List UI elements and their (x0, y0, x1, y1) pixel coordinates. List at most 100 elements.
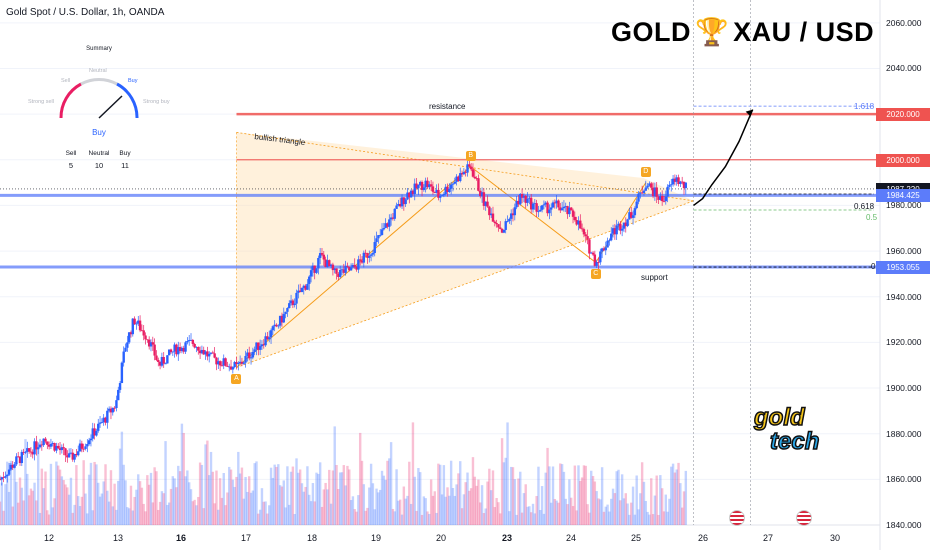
volume-bar (149, 472, 153, 525)
candle-body (317, 257, 320, 269)
volume-bar (388, 458, 391, 525)
candle-body (659, 196, 662, 200)
price-tag-support: 1984.425 (876, 189, 930, 203)
candle-body (51, 443, 54, 444)
volume-bar (233, 486, 236, 525)
volume-bar (488, 468, 491, 525)
price-tag-resistance: 2000.000 (876, 153, 930, 167)
fib-level-label: 1.618 (854, 102, 875, 111)
volume-bar (107, 501, 111, 525)
volume-bar (473, 476, 476, 525)
candle-body (248, 352, 251, 359)
candle-body (635, 201, 638, 209)
candle-body (380, 229, 384, 235)
volume-bar (508, 511, 511, 525)
candle-body (455, 176, 458, 182)
volume-bar (258, 509, 262, 525)
candle-body (349, 267, 353, 271)
volume-bar (164, 441, 167, 525)
volume-bar (633, 514, 637, 525)
candle-body (391, 217, 395, 219)
candle-body (493, 221, 497, 223)
volume-bar (49, 463, 53, 525)
volume-bar (257, 513, 260, 525)
volume-bar (622, 498, 626, 525)
candle-body (584, 234, 587, 237)
candle-body (67, 453, 71, 458)
candle-body (220, 365, 224, 367)
volume-bar (382, 475, 386, 525)
volume-bar (570, 497, 573, 525)
volume-bar (97, 482, 100, 525)
candle-body (642, 190, 646, 194)
volume-bar (604, 506, 607, 525)
candle-body (69, 452, 73, 454)
technical-summary-widget[interactable]: Summary Neutral Sell Buy Strong sell Str… (26, 42, 172, 174)
date-axis-label: 13 (112, 533, 124, 543)
projection-arrowhead (745, 109, 753, 117)
candle-body (369, 254, 373, 256)
candle-body (115, 400, 118, 409)
candle-body (9, 464, 13, 470)
candle-body (195, 347, 198, 348)
candle-body (344, 266, 347, 273)
volume-bar (422, 496, 426, 525)
volume-bar (189, 489, 193, 525)
candle-body (633, 208, 637, 216)
volume-bar (60, 476, 64, 525)
volume-bar (664, 494, 667, 525)
volume-bar (566, 504, 569, 525)
candle-body (502, 229, 506, 233)
candle-body (431, 186, 435, 192)
candle-body (533, 203, 537, 204)
candle-body (182, 347, 185, 352)
volume-bar (502, 462, 506, 525)
candle-body (588, 239, 591, 254)
candle-body (271, 326, 275, 331)
candle-body (482, 192, 486, 206)
candle-body (408, 192, 411, 198)
volume-bar (244, 476, 247, 525)
candle-body (95, 430, 98, 436)
candle-body (439, 195, 442, 198)
volume-bar (440, 494, 444, 525)
volume-bar (348, 469, 351, 525)
volume-bar (228, 466, 231, 525)
candle-body (495, 222, 498, 225)
volume-bar (240, 467, 244, 525)
volume-bar (340, 472, 344, 525)
volume-bar (475, 485, 478, 525)
candle-body (337, 273, 340, 277)
candle-body (269, 330, 273, 338)
volume-bar (509, 466, 513, 525)
us-flag-event-icon[interactable] (729, 510, 745, 526)
candle-body (404, 199, 407, 205)
candle-body (466, 164, 469, 173)
candle-body (13, 464, 16, 468)
volume-bar (195, 505, 198, 525)
volume-bar (599, 499, 602, 525)
summary-count-sell: Sell 5 (56, 150, 86, 170)
candle-body (186, 341, 189, 343)
goldtech-logo: gold tech (752, 402, 842, 460)
volume-bar (679, 483, 682, 525)
candle-body (178, 347, 182, 352)
candle-body (102, 417, 105, 423)
volume-bar (684, 470, 688, 525)
candle-body (313, 265, 316, 273)
candle-body (104, 417, 107, 423)
price-tag-support: 1953.055 (876, 260, 930, 274)
candle-body (217, 361, 220, 365)
candle-body (66, 455, 69, 458)
volume-bar (577, 465, 580, 525)
volume-bar (262, 501, 265, 525)
gauge-label-neutral: Neutral (89, 68, 107, 74)
volume-bar (260, 488, 264, 525)
candle-body (637, 193, 640, 202)
volume-bar (106, 490, 109, 525)
volume-bar (37, 449, 40, 525)
us-flag-event-icon[interactable] (796, 510, 812, 526)
candle-body (253, 349, 256, 352)
logo-line2: tech (769, 427, 820, 456)
